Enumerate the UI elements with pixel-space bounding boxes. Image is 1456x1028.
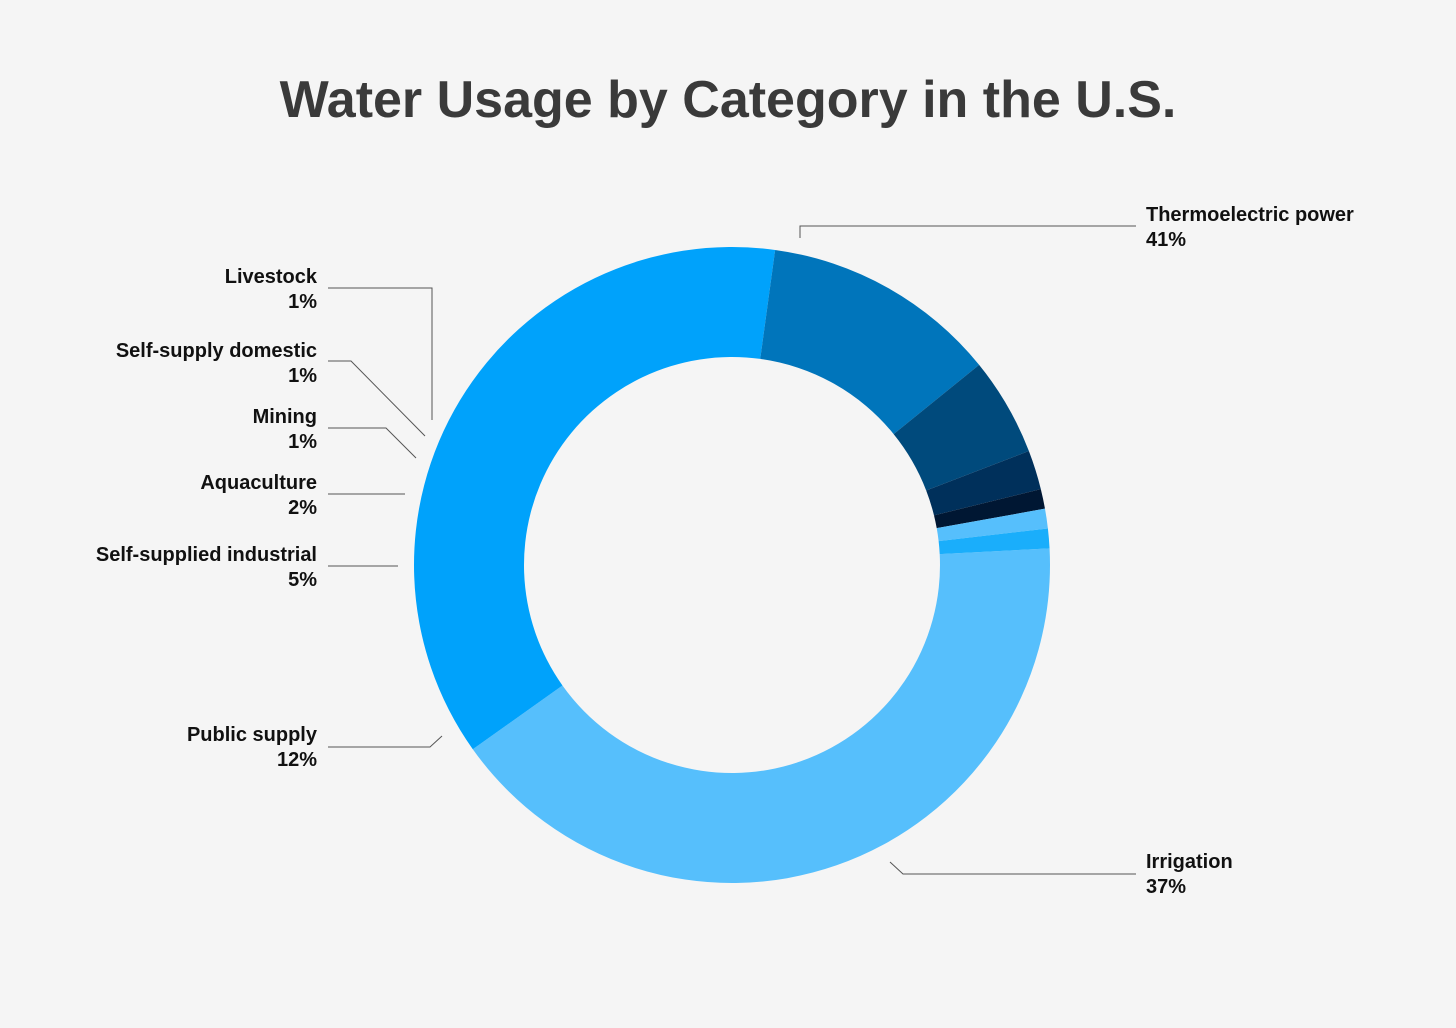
label-mining: Mining <box>253 406 317 428</box>
label-livestock: Livestock <box>225 266 318 288</box>
label-aquaculture: Aquaculture <box>200 472 317 494</box>
leader-line-self-supply-domestic <box>328 360 426 437</box>
leader-line-livestock <box>328 287 433 420</box>
slice-livestock <box>938 528 1050 555</box>
value-label-public-supply: 12% <box>277 749 317 771</box>
value-label-self-supply-domestic: 1% <box>288 365 317 387</box>
leader-line-public-supply <box>328 735 443 748</box>
label-thermoelectric-power: Thermoelectric power <box>1146 204 1354 226</box>
slice-public-supply <box>760 249 980 435</box>
slice-thermoelectric-power <box>472 548 1050 884</box>
value-label-mining: 1% <box>288 431 317 453</box>
leader-line-thermoelectric-power <box>799 225 1136 238</box>
value-label-thermoelectric-power: 41% <box>1146 229 1186 251</box>
value-label-livestock: 1% <box>288 291 317 313</box>
value-label-self-supplied-industrial: 5% <box>288 569 317 591</box>
label-public-supply: Public supply <box>187 724 318 746</box>
value-label-irrigation: 37% <box>1146 876 1186 898</box>
value-label-aquaculture: 2% <box>288 497 317 519</box>
label-irrigation: Irrigation <box>1146 851 1233 873</box>
slice-self-supply-domestic <box>936 508 1048 542</box>
leader-line-irrigation <box>889 861 1136 875</box>
slice-aquaculture <box>926 451 1041 516</box>
slice-self-supplied-industrial <box>893 364 1029 491</box>
slice-irrigation <box>414 247 776 750</box>
label-self-supply-domestic: Self-supply domestic <box>116 340 317 362</box>
slice-mining <box>933 489 1045 529</box>
chart-title: Water Usage by Category in the U.S. <box>279 71 1177 129</box>
label-self-supplied-industrial: Self-supplied industrial <box>96 544 317 566</box>
leader-line-mining <box>328 427 417 459</box>
